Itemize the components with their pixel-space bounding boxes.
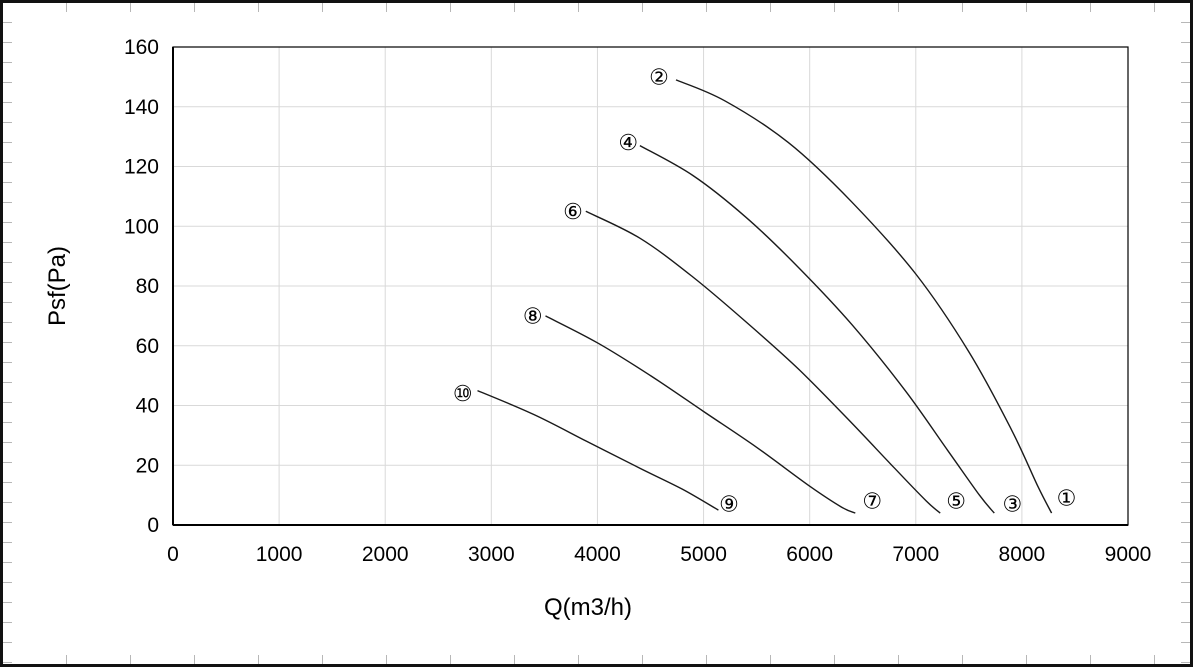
x-tick-label: 3000 [468, 543, 515, 566]
y-tick-label: 60 [136, 335, 159, 358]
x-axis-title: Q(m3/h) [544, 594, 632, 621]
x-tick-label: 4000 [574, 543, 621, 566]
y-tick-label: 140 [124, 96, 159, 119]
x-tick-label: 9000 [1105, 543, 1152, 566]
y-tick-label: 40 [136, 395, 159, 418]
curve-end-label-curve-10-to-9: ⑨ [719, 492, 739, 517]
fan-curve-curve-10-to-9 [477, 389, 719, 511]
x-tick-label: 8000 [999, 543, 1046, 566]
x-tick-label: 2000 [362, 543, 409, 566]
fan-curve-curve-2-to-1 [675, 79, 1053, 514]
curve-end-label-curve-2-to-1: ① [1057, 486, 1077, 511]
x-tick-label: 1000 [256, 543, 303, 566]
curve-start-label-curve-8-to-7: ⑧ [523, 303, 543, 328]
y-tick-label: 20 [136, 454, 159, 477]
curve-end-label-curve-6-to-5: ⑤ [946, 489, 966, 514]
curve-start-label-curve-4-to-3: ④ [618, 130, 638, 155]
x-tick-label: 0 [167, 543, 179, 566]
fan-curve-curve-4-to-3 [639, 144, 995, 514]
y-tick-label: 100 [124, 215, 159, 238]
fan-curve-curve-6-to-5 [585, 210, 941, 514]
curve-start-label-curve-6-to-5: ⑥ [563, 199, 583, 224]
y-tick-label: 0 [147, 514, 159, 537]
y-axis-title: Psf(Pa) [44, 246, 71, 326]
curve-end-label-curve-4-to-3: ③ [1002, 492, 1022, 517]
y-tick-label: 80 [136, 275, 159, 298]
curve-end-label-curve-8-to-7: ⑦ [862, 489, 882, 514]
x-tick-label: 6000 [786, 543, 833, 566]
x-tick-label: 5000 [680, 543, 727, 566]
fan-curve-curve-8-to-7 [545, 315, 856, 514]
curve-start-label-curve-10-to-9: ⑩ [453, 381, 473, 406]
y-tick-label: 120 [124, 156, 159, 179]
x-tick-label: 7000 [892, 543, 939, 566]
curve-start-label-curve-2-to-1: ② [649, 64, 669, 89]
y-tick-label: 160 [124, 36, 159, 59]
